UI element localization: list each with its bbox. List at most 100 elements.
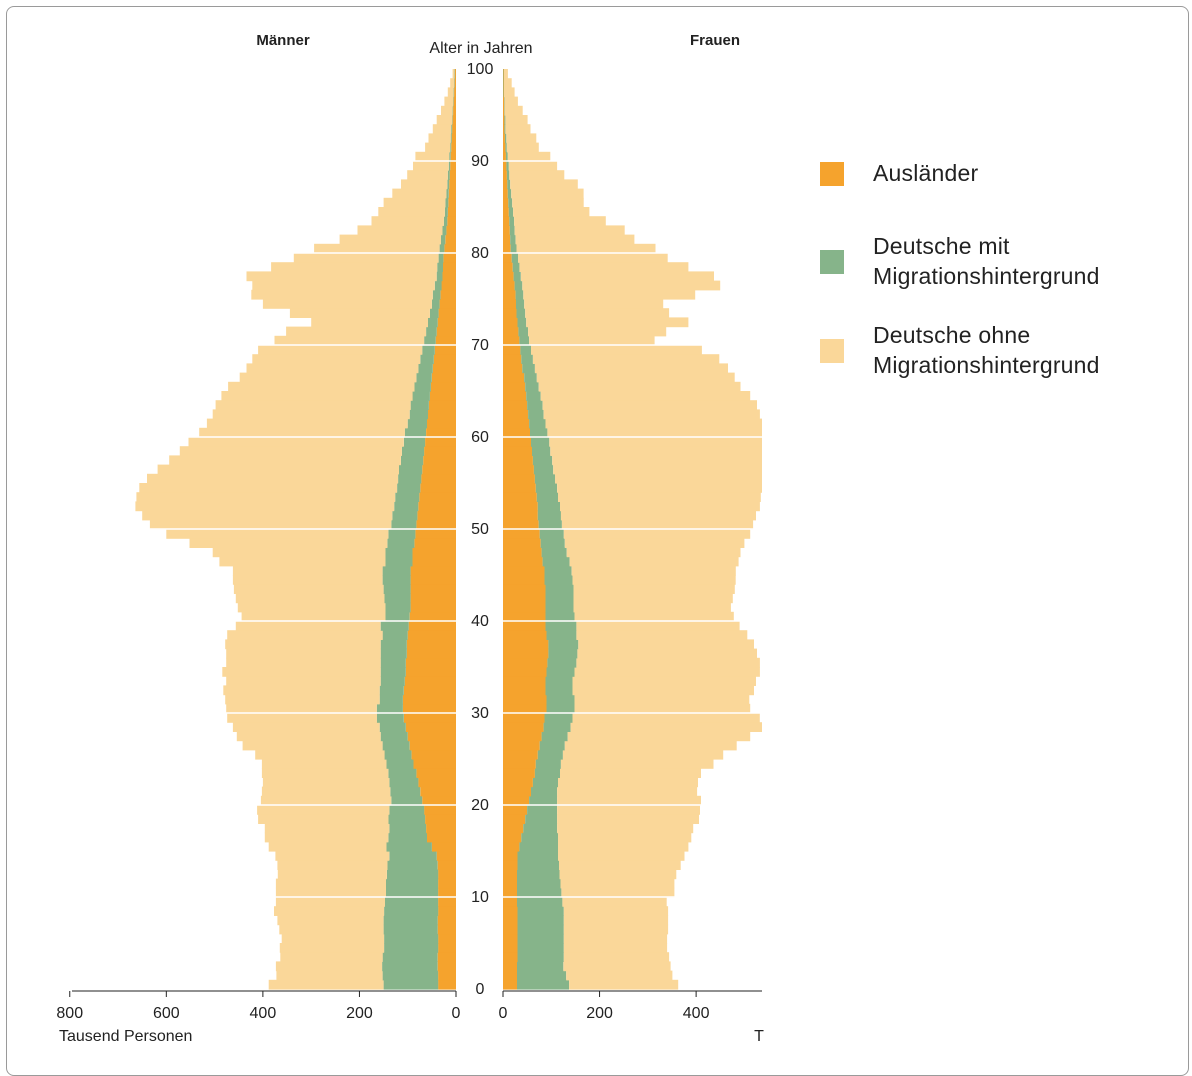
women-bar-mit_migration bbox=[504, 124, 506, 134]
men-bar-mit_migration bbox=[379, 694, 403, 705]
women-bar-auslaender bbox=[503, 556, 543, 567]
men-bar-auslaender bbox=[438, 970, 456, 981]
women-bar-mit_migration bbox=[517, 317, 527, 328]
women-bar-auslaender bbox=[503, 584, 546, 594]
women-bar-mit_migration bbox=[517, 970, 567, 981]
men-bar-ohne_migration bbox=[293, 253, 439, 263]
women-bar-mit_migration bbox=[521, 354, 533, 364]
men-bar-auslaender bbox=[410, 565, 456, 576]
men-title: Männer bbox=[256, 32, 310, 49]
men-bar-ohne_migration bbox=[149, 519, 392, 530]
women-bar-auslaender bbox=[503, 216, 510, 226]
women-bar-auslaender bbox=[503, 133, 505, 144]
women-bar-ohne_migration bbox=[523, 289, 696, 300]
men-bar-auslaender bbox=[447, 216, 456, 226]
women-bar-mit_migration bbox=[546, 630, 577, 640]
men-bar-mit_migration bbox=[451, 124, 453, 134]
men-bar-auslaender bbox=[403, 713, 456, 723]
age-tick-label: 80 bbox=[471, 245, 489, 262]
men-bar-mit_migration bbox=[382, 952, 438, 962]
women-bar-ohne_migration bbox=[538, 381, 741, 392]
women-bar-auslaender bbox=[503, 722, 544, 732]
women-bar-ohne_migration bbox=[558, 492, 761, 502]
men-bar-mit_migration bbox=[444, 207, 448, 217]
women-bar-ohne_migration bbox=[520, 271, 714, 282]
men-bar-mit_migration bbox=[389, 805, 425, 815]
men-bar-mit_migration bbox=[385, 897, 439, 907]
women-bar-mit_migration bbox=[535, 483, 557, 493]
men-bar-ohne_migration bbox=[279, 943, 385, 953]
men-bar-mit_migration bbox=[383, 924, 438, 935]
men-bar-auslaender bbox=[453, 96, 456, 107]
men-bar-ohne_migration bbox=[271, 262, 438, 272]
women-bar-auslaender bbox=[503, 308, 517, 318]
women-bar-auslaender bbox=[503, 777, 533, 788]
women-bar-mit_migration bbox=[545, 602, 574, 613]
men-bar-mit_migration bbox=[420, 354, 434, 364]
women-bar-mit_migration bbox=[504, 115, 506, 125]
men-bar-mit_migration bbox=[392, 510, 418, 521]
x-tick-label-left: 0 bbox=[452, 1005, 461, 1022]
men-bar-auslaender bbox=[405, 667, 456, 677]
men-bar-auslaender bbox=[444, 243, 456, 254]
women-bar-mit_migration bbox=[517, 851, 559, 861]
men-bar-mit_migration bbox=[448, 161, 451, 171]
men-bar-mit_migration bbox=[443, 216, 448, 226]
x-axis-label-left: Tausend Personen bbox=[59, 1028, 192, 1045]
women-bar-ohne_migration bbox=[512, 197, 584, 208]
women-bar-mit_migration bbox=[539, 740, 565, 751]
women-bar-ohne_migration bbox=[519, 262, 689, 272]
women-bar-ohne_migration bbox=[524, 299, 664, 309]
women-bar-auslaender bbox=[503, 685, 546, 696]
women-bar-ohne_migration bbox=[570, 722, 762, 732]
women-bar-ohne_migration bbox=[561, 519, 754, 530]
men-bar-ohne_migration bbox=[235, 593, 385, 604]
women-bar-ohne_migration bbox=[557, 483, 762, 493]
women-bar-ohne_migration bbox=[563, 924, 669, 935]
men-bar-mit_migration bbox=[454, 69, 456, 79]
women-bar-ohne_migration bbox=[557, 814, 699, 824]
women-bar-mit_migration bbox=[531, 437, 550, 447]
men-bar-ohne_migration bbox=[257, 805, 390, 815]
men-bar-mit_migration bbox=[382, 565, 411, 576]
women-bar-mit_migration bbox=[527, 400, 543, 410]
women-bar-mit_migration bbox=[506, 161, 509, 171]
men-bar-mit_migration bbox=[382, 630, 408, 640]
women-bar-ohne_migration bbox=[576, 621, 740, 631]
men-bar-mit_migration bbox=[376, 713, 404, 723]
men-bar-auslaender bbox=[455, 69, 456, 79]
men-bar-ohne_migration bbox=[179, 446, 402, 456]
men-bar-ohne_migration bbox=[262, 777, 390, 788]
men-bar-auslaender bbox=[402, 703, 456, 714]
women-bar-mit_migration bbox=[511, 253, 518, 263]
men-bar-ohne_migration bbox=[311, 317, 428, 328]
women-bar-mit_migration bbox=[525, 381, 539, 392]
women-bar-auslaender bbox=[503, 271, 514, 282]
men-bar-ohne_migration bbox=[246, 271, 437, 282]
men-bar-ohne_migration bbox=[441, 105, 453, 116]
women-bar-mit_migration bbox=[528, 409, 544, 420]
men-bar-auslaender bbox=[407, 630, 456, 640]
women-bar-mit_migration bbox=[508, 197, 513, 208]
men-bar-ohne_migration bbox=[206, 418, 408, 429]
men-bar-ohne_migration bbox=[274, 906, 385, 916]
women-bar-mit_migration bbox=[535, 759, 561, 769]
men-bar-auslaender bbox=[424, 446, 456, 456]
women-bar-ohne_migration bbox=[571, 565, 736, 576]
men-bar-mit_migration bbox=[416, 372, 432, 383]
men-bar-ohne_migration bbox=[264, 823, 390, 834]
women-bar-mit_migration bbox=[529, 418, 546, 429]
men-bar-auslaender bbox=[449, 179, 456, 190]
men-bar-auslaender bbox=[432, 363, 456, 374]
men-bar-auslaender bbox=[428, 409, 456, 420]
men-bar-ohne_migration bbox=[166, 529, 389, 539]
women-bar-ohne_migration bbox=[569, 556, 739, 567]
men-bar-ohne_migration bbox=[280, 952, 383, 962]
men-bar-ohne_migration bbox=[226, 676, 381, 686]
men-bar-mit_migration bbox=[383, 584, 411, 594]
men-bar-ohne_migration bbox=[279, 924, 384, 935]
men-bar-ohne_migration bbox=[275, 851, 390, 861]
x-axis-label-right: T bbox=[754, 1028, 764, 1045]
women-bar-mit_migration bbox=[520, 345, 531, 355]
women-bar-ohne_migration bbox=[560, 501, 760, 512]
